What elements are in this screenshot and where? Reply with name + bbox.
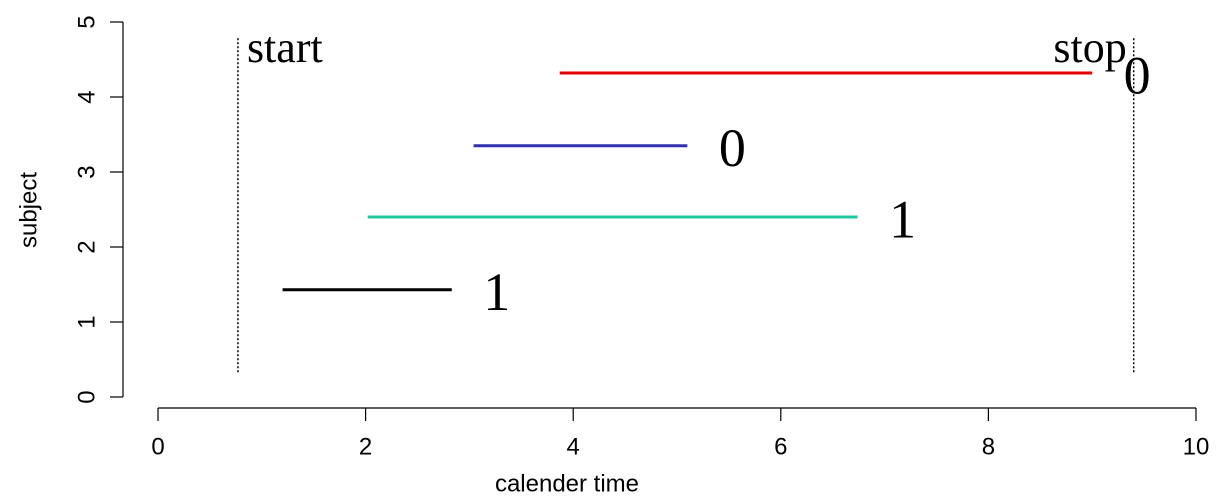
x-tick-label: 2 — [359, 433, 372, 460]
reference-label: start — [247, 23, 323, 72]
y-axis-label: subject — [15, 172, 42, 248]
x-tick-label: 0 — [151, 433, 164, 460]
x-tick-label: 8 — [982, 433, 995, 460]
y-tick-label: 1 — [73, 315, 100, 328]
status-label: 0 — [719, 118, 746, 178]
y-tick-label: 3 — [73, 165, 100, 178]
y-tick-label: 5 — [73, 15, 100, 28]
status-label: 1 — [889, 189, 916, 249]
y-tick-label: 0 — [73, 390, 100, 403]
status-label: 1 — [483, 262, 510, 322]
x-tick-label: 6 — [774, 433, 787, 460]
reference-label: stop — [1053, 23, 1126, 72]
y-tick-label: 4 — [73, 90, 100, 103]
x-axis-label: calender time — [495, 470, 639, 497]
x-tick-label: 10 — [1183, 433, 1210, 460]
x-tick-label: 4 — [567, 433, 580, 460]
y-tick-label: 2 — [73, 240, 100, 253]
status-label: 0 — [1124, 45, 1151, 105]
